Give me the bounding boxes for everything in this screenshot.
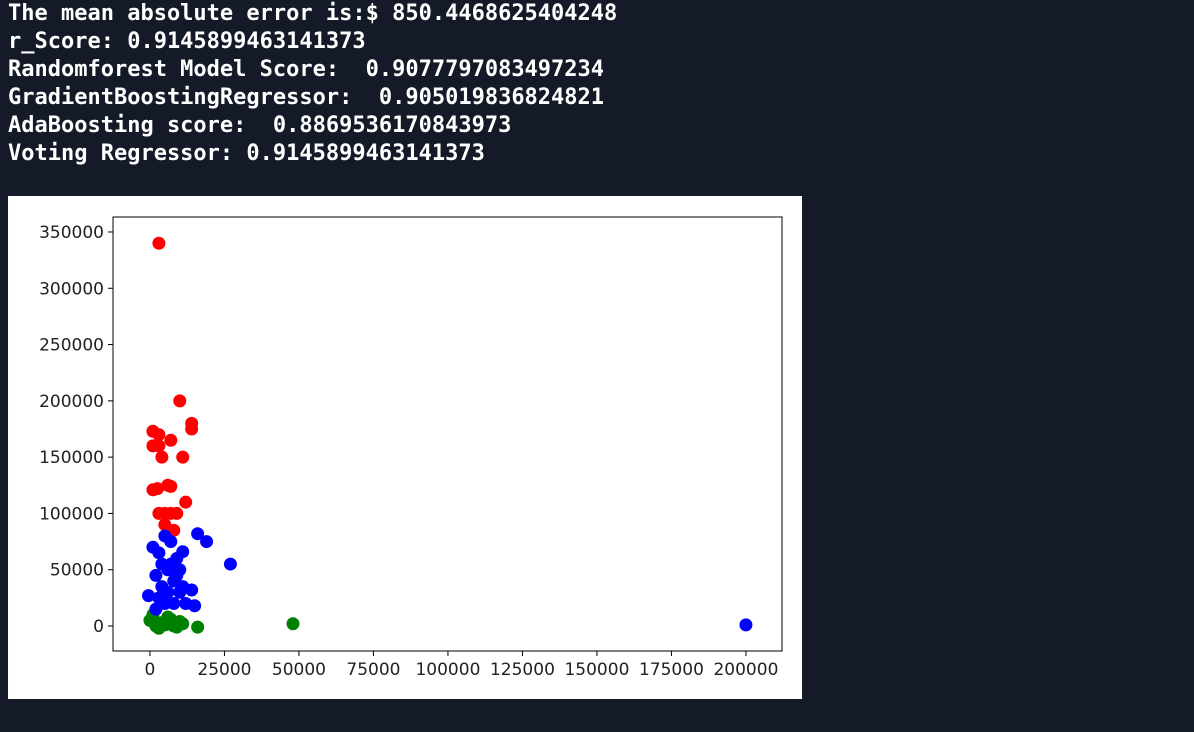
point [164,479,178,493]
point [191,527,205,541]
y-tick-label: 350000 [39,223,104,243]
point [170,506,184,520]
x-tick-label: 0 [145,660,156,680]
output-line: The mean absolute error is:$ 850.4468625… [8,1,618,26]
y-tick-label: 0 [93,617,104,637]
y-tick-label: 300000 [39,279,104,299]
point [152,428,166,442]
plot-frame [112,216,783,652]
point [150,482,164,496]
point [286,617,300,631]
point [173,563,187,577]
output-line: Randomforest Model Score: 0.907779708349… [8,57,605,82]
point [739,618,753,632]
x-tick-label: 125000 [490,660,555,680]
x-tick-label: 150000 [564,660,629,680]
y-tick-label: 50000 [50,561,104,581]
point [161,585,175,599]
x-tick-label: 100000 [415,660,480,680]
point [176,545,190,559]
output-line: Voting Regressor: 0.9145899463141373 [8,141,485,166]
point [155,557,169,571]
point [191,620,205,634]
point [173,394,187,408]
point [152,546,166,560]
chart: 0500001000001500002000002500003000003500… [8,196,802,699]
output-line: GradientBoostingRegressor: 0.90501983682… [8,85,605,110]
point [200,535,214,549]
x-tick-label: 25000 [197,660,251,680]
y-tick-label: 250000 [39,336,104,356]
point [179,596,193,610]
point [223,557,237,571]
x-tick-label: 200000 [713,660,778,680]
point [167,596,181,610]
point [152,236,166,250]
point [176,450,190,464]
output-line: r_Score: 0.9145899463141373 [8,29,366,54]
point [179,495,193,509]
point [185,422,199,436]
point [164,433,178,447]
point [155,450,169,464]
y-tick-label: 100000 [39,504,104,524]
output-line: AdaBoosting score: 0.8869536170843973 [8,113,512,138]
point [152,439,166,453]
y-tick-label: 200000 [39,392,104,412]
x-tick-label: 175000 [639,660,704,680]
terminal-output: The mean absolute error is:$ 850.4468625… [8,0,617,168]
point [176,580,190,594]
point [149,568,163,582]
x-tick-label: 75000 [346,660,400,680]
point [141,589,155,603]
y-tick-label: 150000 [39,448,104,468]
point [149,602,163,616]
point [164,535,178,549]
x-tick-label: 50000 [272,660,326,680]
point [176,617,190,631]
